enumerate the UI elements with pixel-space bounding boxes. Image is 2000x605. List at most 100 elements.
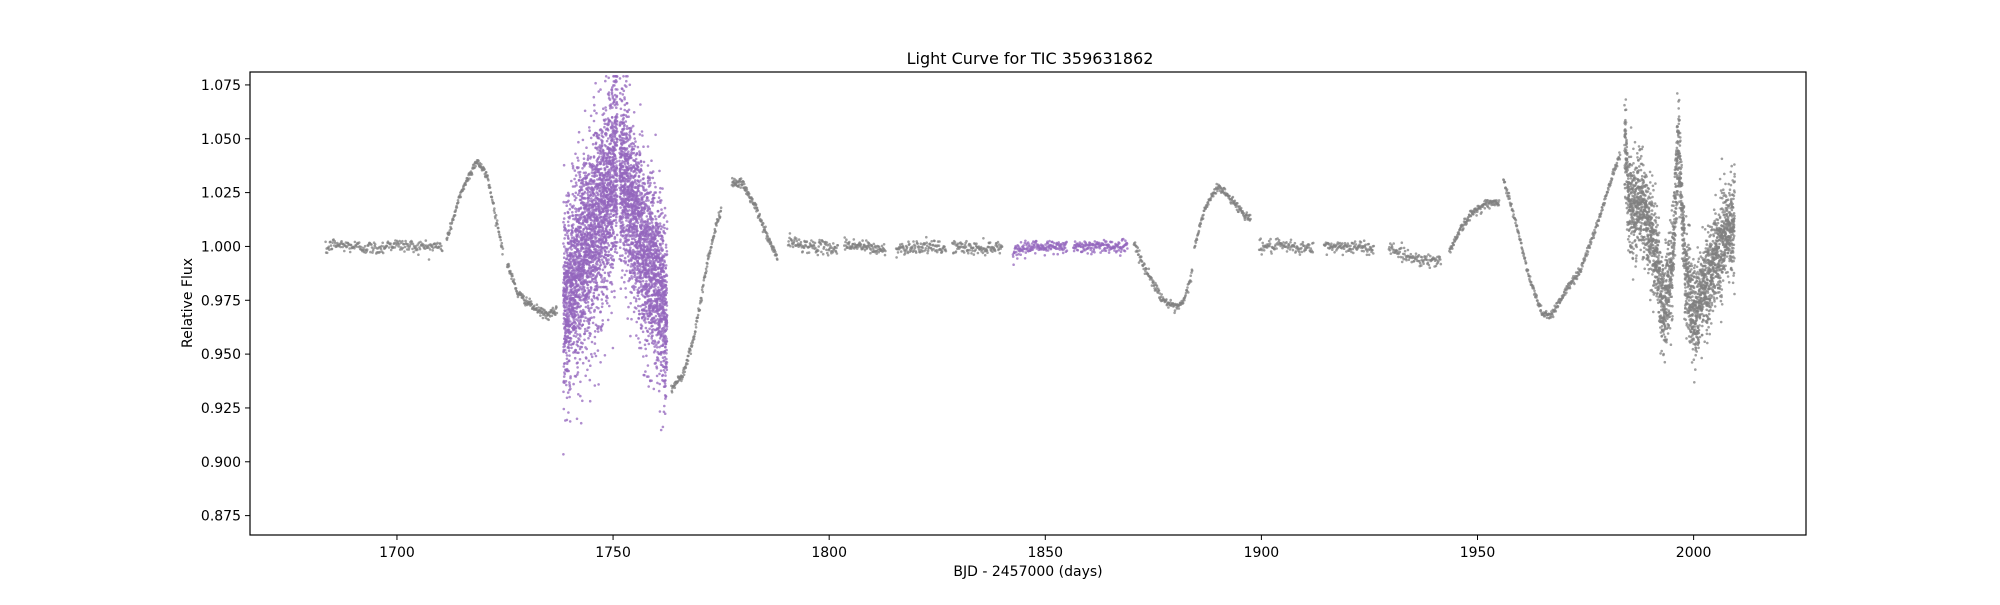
data-point (972, 246, 975, 250)
data-point (943, 245, 946, 249)
data-point (882, 243, 886, 246)
data-point (1635, 245, 1638, 249)
data-point (738, 183, 741, 186)
data-point (1573, 282, 1576, 286)
data-point (822, 245, 826, 249)
data-point (930, 240, 933, 243)
data-point (348, 250, 352, 254)
data-point (1259, 237, 1262, 240)
data-point (562, 220, 565, 224)
data-point (954, 250, 958, 253)
data-point (403, 245, 407, 249)
data-point (462, 187, 466, 191)
data-point (1652, 204, 1656, 208)
data-point (1586, 250, 1590, 253)
data-point (1643, 267, 1646, 271)
data-point (510, 277, 513, 281)
data-point (859, 243, 863, 246)
data-point (1349, 244, 1352, 248)
data-point (1367, 253, 1371, 257)
data-point (1403, 249, 1407, 253)
data-segment-0-13 (1387, 241, 1443, 270)
data-point (917, 248, 921, 251)
data-point (1248, 213, 1252, 217)
data-point (1712, 208, 1716, 211)
data-point (1137, 253, 1140, 256)
data-point (686, 359, 690, 363)
data-point (1626, 238, 1630, 241)
data-point (1680, 165, 1683, 169)
data-point (353, 247, 356, 250)
data-point (1720, 295, 1723, 299)
data-point (1629, 126, 1633, 129)
data-point (1733, 191, 1736, 194)
data-point (1486, 199, 1489, 202)
data-point (480, 163, 483, 166)
data-point (1703, 340, 1706, 344)
data-point (1638, 157, 1642, 160)
data-point (1667, 323, 1670, 327)
data-point (1275, 247, 1278, 250)
data-point (712, 235, 716, 238)
data-point (1556, 305, 1560, 308)
data-point (370, 243, 373, 246)
data-point (1723, 251, 1727, 255)
data-point (1449, 251, 1452, 254)
data-point (1684, 215, 1688, 218)
data-point (1692, 257, 1695, 261)
data-point (1532, 287, 1536, 290)
data-point (1683, 243, 1687, 246)
data-point (1677, 115, 1681, 118)
data-point (1703, 269, 1707, 272)
data-point (1596, 224, 1600, 227)
data-point (488, 186, 492, 189)
data-point (1668, 218, 1672, 222)
data-point (464, 183, 468, 186)
data-point (1634, 259, 1638, 263)
data-point (1197, 229, 1201, 233)
data-point (1631, 204, 1634, 208)
data-point (1684, 318, 1687, 322)
data-point (976, 251, 980, 255)
data-segment-0-6 (843, 236, 887, 257)
data-point (1194, 241, 1198, 244)
data-point (1713, 305, 1717, 308)
data-point (673, 386, 677, 390)
data-point (562, 200, 565, 204)
data-point (1675, 146, 1679, 150)
data-point (845, 238, 848, 241)
data-point (925, 244, 929, 247)
data-point (789, 244, 792, 248)
data-point (1695, 318, 1699, 322)
data-point (1691, 295, 1694, 298)
data-point (528, 297, 531, 301)
data-point (1358, 243, 1361, 246)
data-point (1362, 249, 1365, 253)
data-point (1669, 343, 1673, 347)
data-point (1645, 175, 1648, 178)
data-point (925, 235, 928, 239)
data-point (494, 213, 498, 217)
data-point (1663, 335, 1667, 339)
data-point (1641, 145, 1644, 149)
data-point (1648, 170, 1652, 174)
data-point (1635, 224, 1638, 227)
data-point (1372, 252, 1375, 255)
data-point (562, 390, 565, 394)
data-point (1523, 256, 1527, 260)
data-point (852, 238, 856, 241)
data-point (1663, 360, 1667, 364)
data-point (1330, 242, 1333, 245)
data-point (1651, 195, 1654, 199)
data-point (1325, 253, 1329, 256)
data-point (1575, 277, 1579, 281)
data-point (1672, 247, 1676, 251)
data-point (1267, 239, 1271, 243)
data-point (1609, 181, 1613, 184)
data-point (711, 240, 714, 244)
data-point (1678, 118, 1681, 122)
data-point (562, 303, 566, 307)
data-point (769, 242, 773, 245)
data-point (1359, 241, 1363, 244)
data-point (1732, 243, 1736, 247)
